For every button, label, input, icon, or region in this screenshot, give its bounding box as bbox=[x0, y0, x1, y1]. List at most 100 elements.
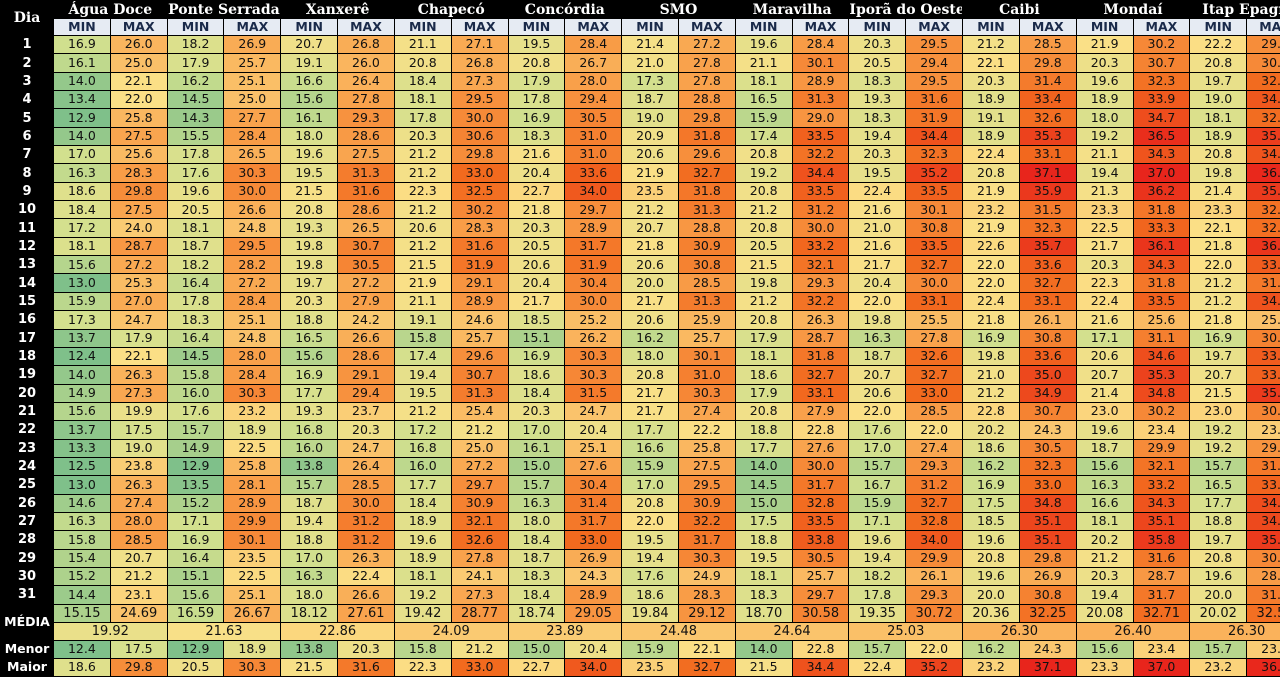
min-cell: 18.8 bbox=[1190, 512, 1247, 531]
menor-min-cell: 15.7 bbox=[1190, 641, 1247, 659]
media-total-cell: 26.30 bbox=[1190, 623, 1280, 641]
max-cell: 29.5 bbox=[224, 237, 281, 256]
menor-label: Menor bbox=[1, 641, 53, 659]
min-cell: 19.0 bbox=[1190, 91, 1247, 109]
max-cell: 30.0 bbox=[224, 182, 281, 201]
min-header: MIN bbox=[394, 19, 451, 35]
min-cell: 20.5 bbox=[508, 237, 565, 256]
min-cell: 17.6 bbox=[622, 567, 678, 586]
day-row: 4 13.4 22.0 14.5 25.0 15.6 27.8 18.1 29.5 17.8 29.… bbox=[1, 91, 1280, 109]
max-cell: 27.2 bbox=[678, 36, 735, 54]
max-cell: 29.3 bbox=[906, 586, 963, 604]
media-min-cell: 18.74 bbox=[508, 604, 565, 622]
media-min-cell: 20.02 bbox=[1190, 604, 1247, 622]
min-cell: 15.6 bbox=[1076, 457, 1133, 476]
max-cell: 28.4 bbox=[792, 36, 849, 54]
min-cell: 14.9 bbox=[167, 439, 224, 457]
max-cell: 20.4 bbox=[565, 421, 622, 439]
media-max-cell: 29.05 bbox=[565, 604, 622, 622]
max-cell: 27.2 bbox=[110, 256, 167, 274]
min-cell: 18.9 bbox=[394, 549, 451, 567]
min-cell: 23.2 bbox=[963, 201, 1019, 219]
max-cell: 29.8 bbox=[1247, 36, 1280, 54]
max-cell: 32.5 bbox=[1247, 219, 1280, 237]
min-cell: 21.8 bbox=[963, 311, 1019, 329]
min-cell: 15.2 bbox=[167, 494, 224, 512]
max-cell: 30.9 bbox=[678, 494, 735, 512]
max-cell: 34.3 bbox=[1133, 256, 1190, 274]
max-cell: 33.4 bbox=[1019, 91, 1076, 109]
min-cell: 12.5 bbox=[54, 457, 110, 476]
max-cell: 30.9 bbox=[678, 237, 735, 256]
max-cell: 27.0 bbox=[110, 292, 167, 311]
max-cell: 28.5 bbox=[906, 402, 963, 421]
max-header: MAX bbox=[792, 19, 849, 35]
max-cell: 29.8 bbox=[110, 182, 167, 201]
max-cell: 31.8 bbox=[1133, 274, 1190, 292]
min-cell: 21.2 bbox=[963, 384, 1019, 402]
max-cell: 28.8 bbox=[678, 91, 735, 109]
max-cell: 28.5 bbox=[338, 476, 394, 494]
day-row: 10 18.4 27.5 20.5 26.6 20.8 28.6 21.2 30.2 21.8 29… bbox=[1, 201, 1280, 219]
maior-row: Maior 18.6 29.8 20.5 30.3 21.5 31.6 22.3 33.0 22.… bbox=[1, 659, 1280, 676]
max-cell: 23.8 bbox=[1247, 421, 1280, 439]
max-cell: 36.1 bbox=[1133, 237, 1190, 256]
max-cell: 25.7 bbox=[678, 329, 735, 347]
min-cell: 19.6 bbox=[963, 531, 1019, 549]
maior-min-cell: 22.4 bbox=[849, 659, 906, 676]
max-cell: 32.8 bbox=[906, 512, 963, 531]
min-cell: 22.4 bbox=[963, 146, 1019, 164]
min-cell: 18.7 bbox=[281, 494, 338, 512]
min-cell: 19.4 bbox=[849, 127, 906, 146]
min-cell: 20.7 bbox=[1190, 366, 1247, 384]
max-cell: 17.5 bbox=[110, 421, 167, 439]
min-cell: 15.7 bbox=[167, 421, 224, 439]
min-cell: 13.8 bbox=[281, 457, 338, 476]
min-cell: 16.3 bbox=[281, 567, 338, 586]
min-cell: 15.7 bbox=[1190, 457, 1247, 476]
day-number: 11 bbox=[1, 219, 53, 237]
min-cell: 20.8 bbox=[1190, 549, 1247, 567]
max-cell: 28.6 bbox=[338, 347, 394, 366]
media-min-cell: 16.59 bbox=[167, 604, 224, 622]
maior-max-cell: 37.1 bbox=[1019, 659, 1076, 676]
maior-min-cell: 21.5 bbox=[735, 659, 792, 676]
max-cell: 31.3 bbox=[338, 164, 394, 182]
max-cell: 25.1 bbox=[224, 586, 281, 604]
max-cell: 33.1 bbox=[1019, 292, 1076, 311]
max-cell: 34.6 bbox=[1133, 347, 1190, 366]
min-cell: 17.6 bbox=[167, 164, 224, 182]
max-cell: 36.1 bbox=[1247, 237, 1280, 256]
menor-min-cell: 15.6 bbox=[1076, 641, 1133, 659]
min-cell: 16.5 bbox=[1190, 476, 1247, 494]
min-header: MIN bbox=[1190, 19, 1247, 35]
max-header: MAX bbox=[451, 19, 508, 35]
max-cell: 35.9 bbox=[1019, 182, 1076, 201]
menor-max-cell: 18.9 bbox=[224, 641, 281, 659]
min-cell: 17.1 bbox=[167, 512, 224, 531]
min-cell: 16.6 bbox=[622, 439, 678, 457]
min-cell: 21.5 bbox=[281, 182, 338, 201]
max-cell: 33.1 bbox=[792, 384, 849, 402]
max-cell: 27.8 bbox=[451, 549, 508, 567]
max-cell: 28.0 bbox=[565, 72, 622, 91]
menor-max-cell: 22.8 bbox=[792, 641, 849, 659]
min-cell: 19.5 bbox=[849, 164, 906, 182]
min-cell: 18.9 bbox=[963, 91, 1019, 109]
max-cell: 24.7 bbox=[110, 311, 167, 329]
max-cell: 32.8 bbox=[792, 494, 849, 512]
max-cell: 23.1 bbox=[110, 586, 167, 604]
max-cell: 31.3 bbox=[1247, 586, 1280, 604]
min-cell: 19.0 bbox=[622, 109, 678, 127]
day-number: 31 bbox=[1, 586, 53, 604]
max-cell: 34.3 bbox=[1133, 494, 1190, 512]
max-cell: 33.5 bbox=[1133, 292, 1190, 311]
menor-row: Menor 12.4 17.5 12.9 18.9 13.8 20.3 15.8 21.2 15.… bbox=[1, 641, 1280, 659]
min-header: MIN bbox=[735, 19, 792, 35]
max-cell: 22.0 bbox=[110, 91, 167, 109]
max-cell: 30.5 bbox=[792, 549, 849, 567]
max-cell: 33.4 bbox=[1247, 476, 1280, 494]
menor-min-cell: 15.9 bbox=[622, 641, 678, 659]
media-label: MÉDIA bbox=[1, 604, 53, 641]
max-cell: 26.6 bbox=[224, 201, 281, 219]
